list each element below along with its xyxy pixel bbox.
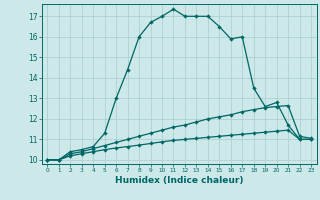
X-axis label: Humidex (Indice chaleur): Humidex (Indice chaleur) xyxy=(115,176,244,185)
